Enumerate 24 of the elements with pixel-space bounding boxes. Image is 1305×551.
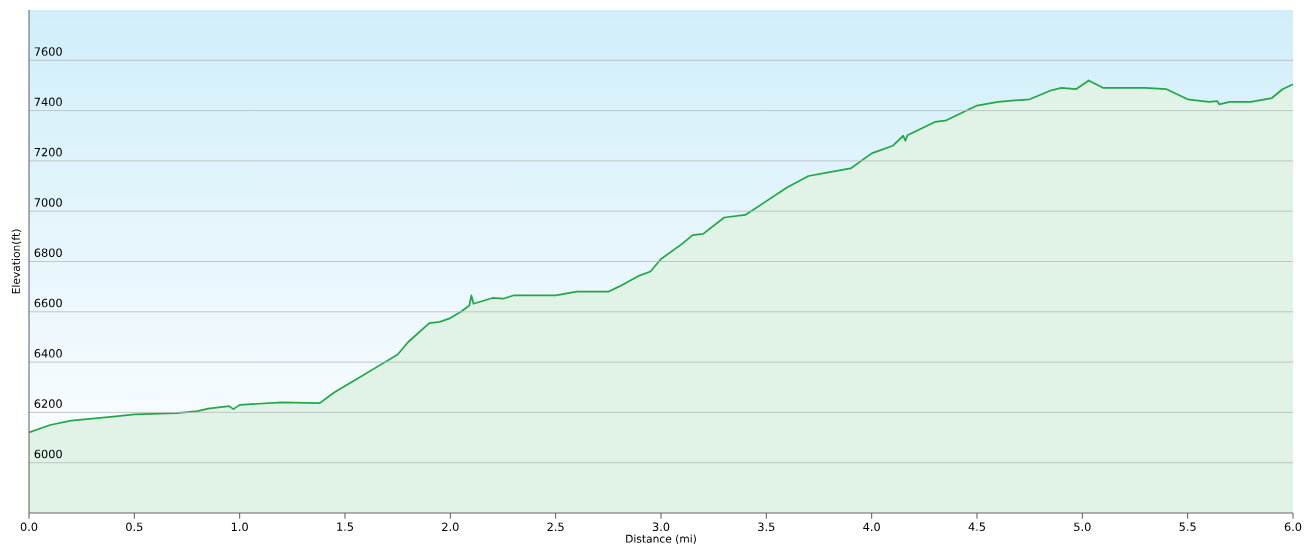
y-tick-label: 6800 (34, 248, 62, 258)
y-tick-label: 7400 (34, 97, 62, 107)
x-tick-label: 3.5 (758, 522, 775, 532)
y-tick-label: 6200 (34, 399, 62, 408)
y-tick-label: 6600 (34, 298, 62, 308)
x-tick-label: 2.0 (442, 522, 459, 532)
x-tick-label: 0.5 (126, 522, 143, 532)
x-tick-label: 5.5 (1179, 522, 1196, 531)
x-tick-label: 6.0 (1284, 522, 1302, 532)
y-tick-label: 7000 (34, 198, 62, 207)
y-tick-label: 7600 (34, 47, 62, 56)
x-tick-label: 1.5 (337, 522, 354, 531)
x-tick-label: 3.0 (652, 522, 670, 532)
y-tick-label: 6000 (34, 449, 62, 459)
x-tick-label: 1.0 (231, 522, 248, 532)
x-tick-label: 4.5 (968, 522, 986, 531)
y-axis-title: Elevation(ft) (11, 229, 22, 294)
x-tick-label: 4.0 (863, 522, 880, 532)
x-tick-label: 0.0 (20, 522, 38, 532)
y-tick-label: 7200 (34, 147, 62, 157)
x-tick-label: 2.5 (547, 522, 564, 532)
x-tick-label: 5.0 (1074, 522, 1091, 532)
x-axis-title: Distance (mi) (626, 534, 696, 544)
y-tick-label: 6400 (34, 349, 62, 358)
